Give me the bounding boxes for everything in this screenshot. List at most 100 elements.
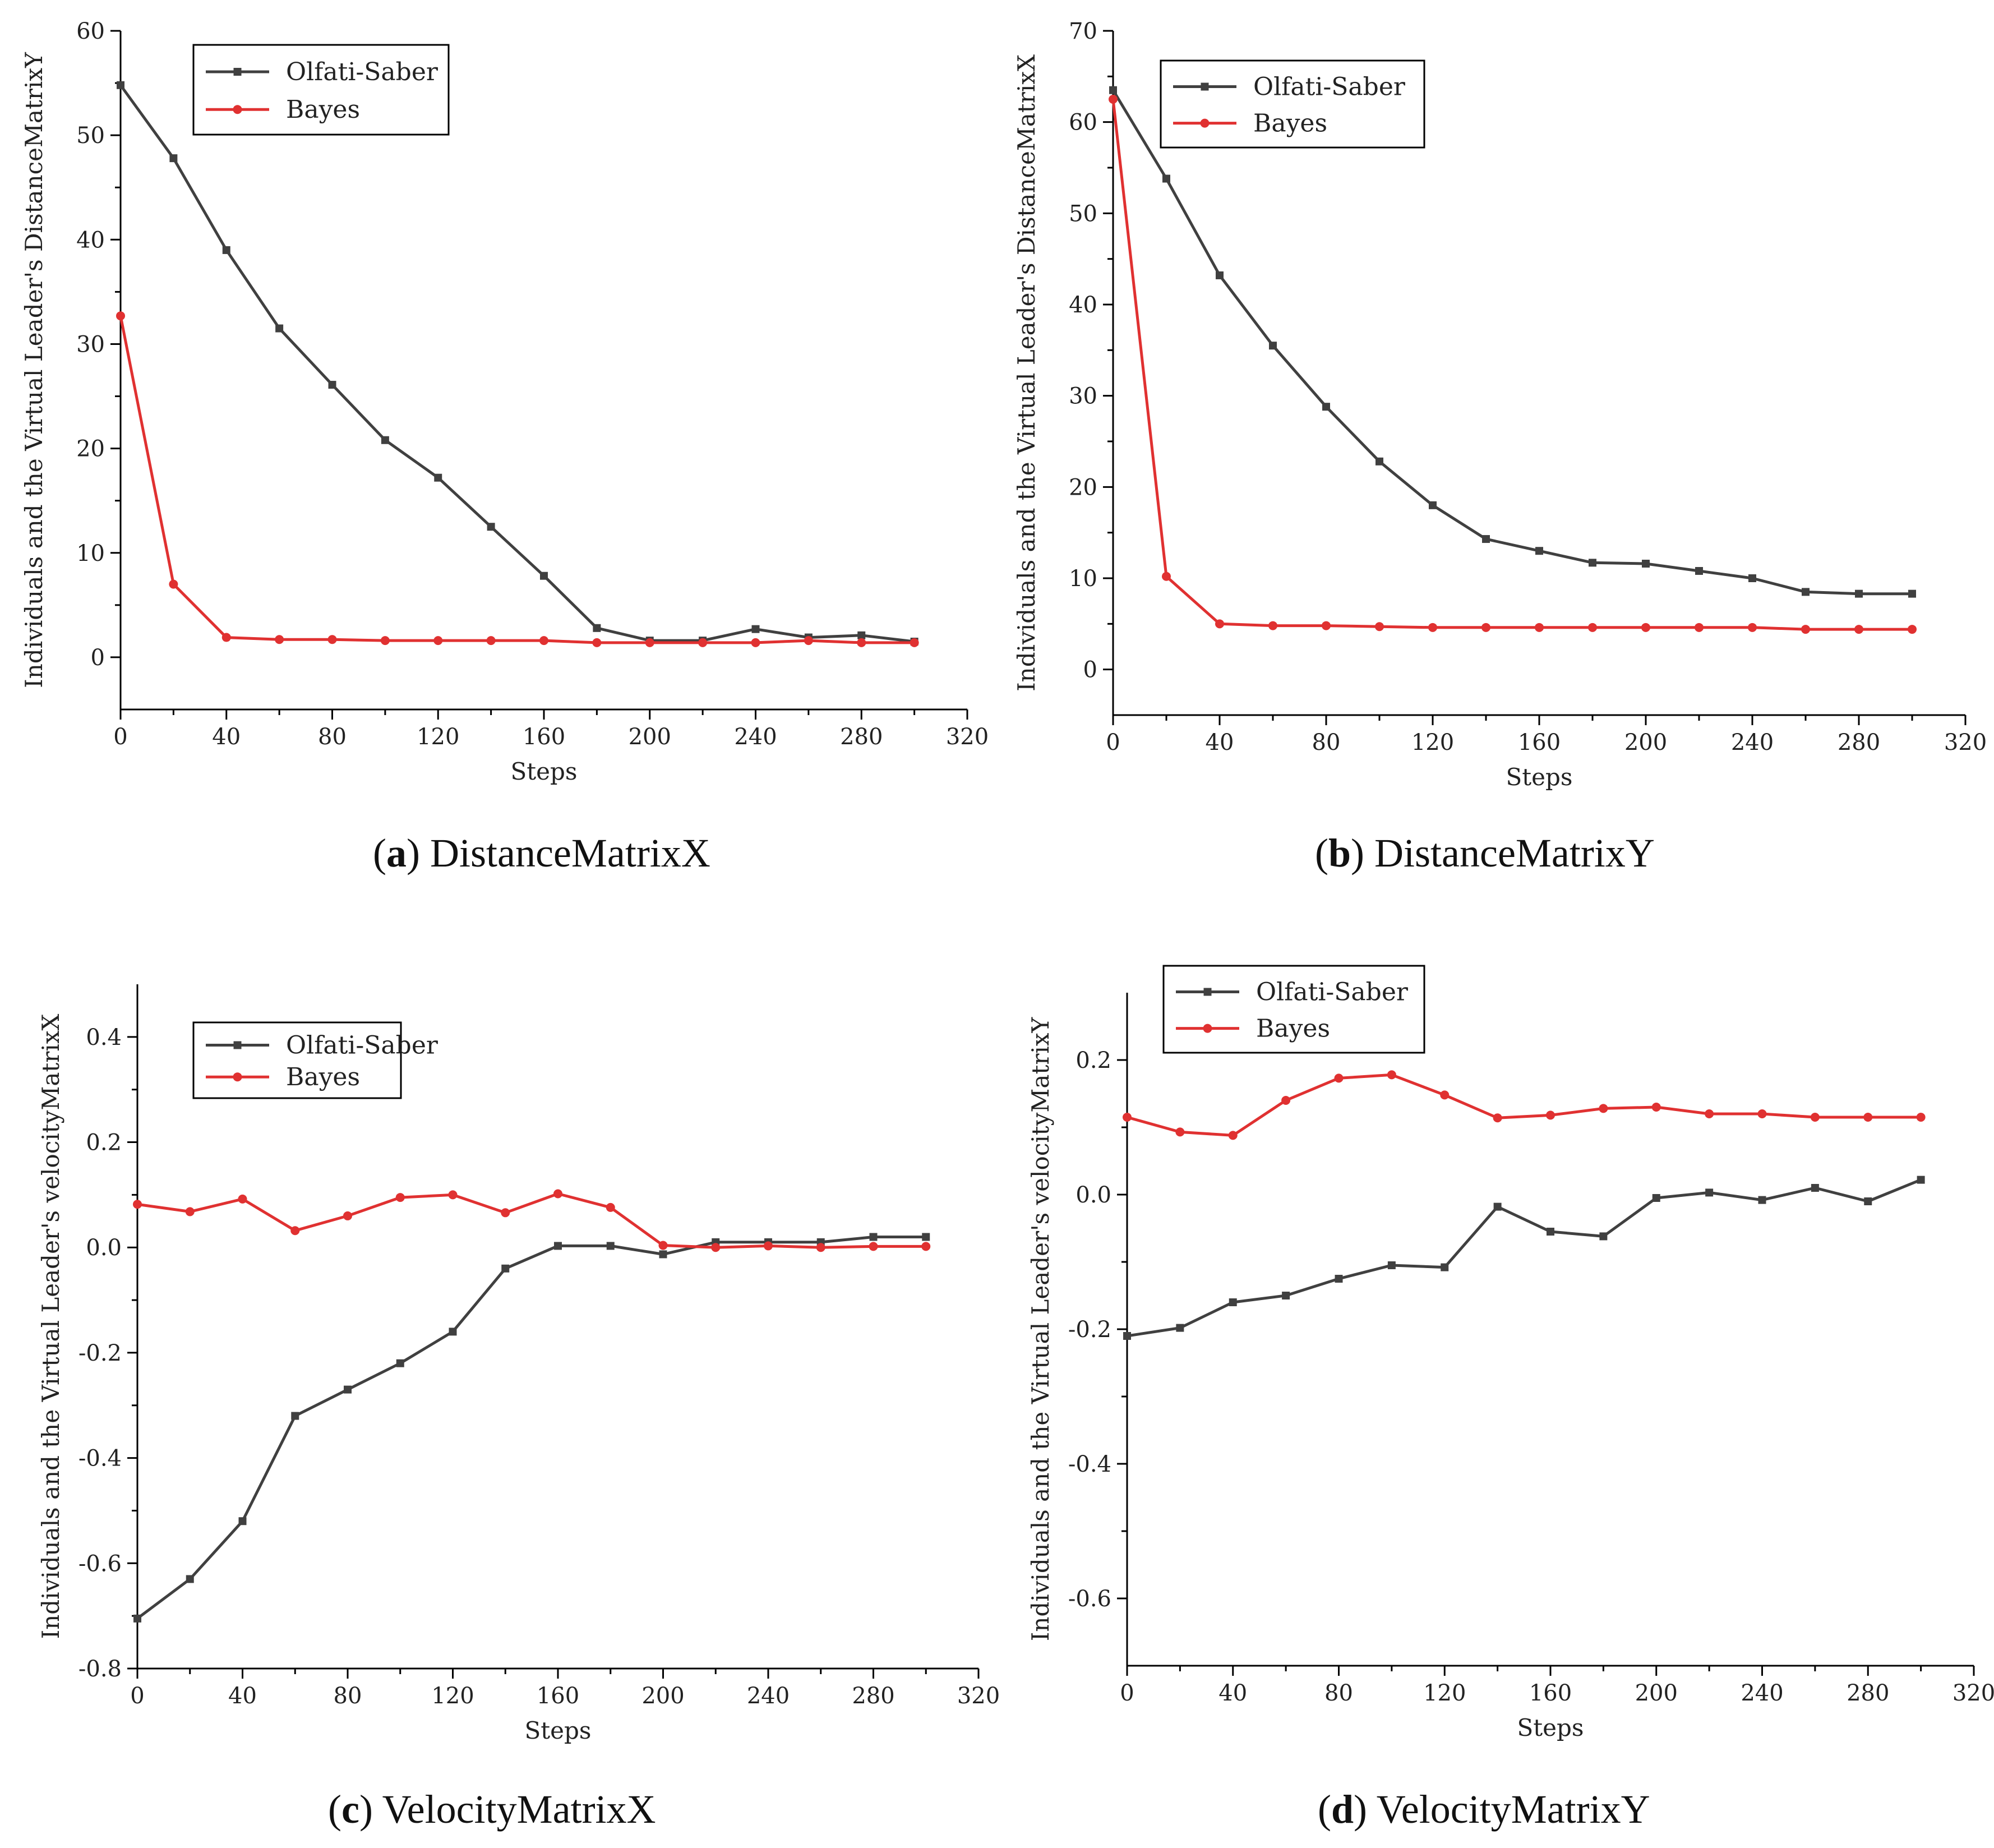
- y-tick-label: -0.6: [79, 1551, 122, 1577]
- legend: Olfati-Saber Bayes: [1160, 59, 1425, 149]
- y-tick-label: -0.6: [1068, 1586, 1111, 1612]
- y-tick-label: 60: [76, 19, 105, 44]
- data-point: [487, 523, 495, 531]
- data-point: [1387, 1261, 1396, 1269]
- y-tick-label: 50: [76, 123, 105, 149]
- x-tick-label: 120: [1411, 730, 1454, 755]
- x-tick-label: 280: [840, 724, 883, 750]
- legend-swatch-marker: [1203, 1024, 1212, 1033]
- series-line: [119, 315, 915, 644]
- data-point: [1322, 621, 1331, 630]
- data-point: [1547, 1228, 1554, 1236]
- legend: Olfati-Saber Bayes: [192, 1021, 439, 1099]
- x-tick-label: 200: [641, 1683, 684, 1709]
- x-tick-label: 80: [1312, 730, 1341, 755]
- caption-letter: a: [386, 831, 407, 875]
- data-point: [540, 572, 548, 580]
- x-tick-label: 40: [1206, 730, 1234, 755]
- data-point: [1641, 623, 1650, 632]
- data-point: [1162, 572, 1171, 581]
- x-axis-title: Steps: [1506, 763, 1573, 791]
- data-point: [1481, 623, 1490, 632]
- caption-title: DistanceMatrixX: [430, 831, 710, 875]
- series-olfati-saber: [117, 81, 918, 646]
- chart-panel-d: 0 40 80 120 160 200 240 280 320 -0.6 -0.4 -0.2 0.0 0.…: [1027, 965, 1994, 1832]
- legend-swatch-marker: [233, 105, 242, 114]
- data-point: [1748, 574, 1756, 582]
- data-point: [921, 1242, 931, 1251]
- data-point: [1863, 1113, 1873, 1122]
- data-point: [486, 636, 496, 646]
- y-tick-label: 40: [76, 227, 105, 253]
- y-tick-label: -0.8: [79, 1656, 122, 1682]
- data-point: [910, 638, 919, 647]
- data-point: [1695, 623, 1704, 632]
- data-point: [857, 638, 866, 647]
- data-point: [764, 1241, 773, 1251]
- x-tick-label: 200: [1624, 730, 1667, 755]
- data-point: [1282, 1292, 1290, 1299]
- series-line: [1111, 99, 1912, 631]
- legend-swatch-marker: [233, 68, 242, 76]
- data-point: [1440, 1090, 1450, 1100]
- data-point: [869, 1233, 878, 1241]
- y-tick-label: 60: [1069, 110, 1097, 136]
- data-point: [1535, 547, 1543, 555]
- y-tick-label: 10: [76, 541, 105, 566]
- data-point: [698, 638, 708, 647]
- data-point: [804, 636, 813, 646]
- series-line: [136, 1236, 926, 1620]
- x-tick-label: 240: [1731, 730, 1774, 755]
- x-axis-title: Steps: [525, 1717, 592, 1744]
- data-point: [221, 633, 231, 642]
- legend-label: Olfati-Saber: [286, 58, 439, 86]
- series-line: [119, 84, 915, 643]
- data-point: [554, 1242, 562, 1250]
- data-point: [1695, 566, 1703, 575]
- x-tick-label: 120: [1423, 1680, 1466, 1706]
- y-tick-label: -0.2: [1068, 1317, 1111, 1343]
- y-tick-label: 0.0: [1076, 1182, 1111, 1208]
- caption-title: VelocityMatrixX: [382, 1787, 656, 1832]
- y-tick-label: 30: [1069, 384, 1097, 409]
- x-tick-label: 280: [1847, 1680, 1889, 1706]
- series-olfati-saber: [1109, 86, 1916, 598]
- x-tick-label: 320: [1944, 730, 1987, 755]
- data-point: [1748, 623, 1757, 632]
- x-tick-label: 240: [747, 1683, 790, 1709]
- data-point: [1546, 1110, 1555, 1120]
- x-tick-label: 120: [431, 1683, 474, 1709]
- y-tick-label: 50: [1069, 201, 1097, 227]
- data-point: [222, 246, 230, 254]
- x-tick-label: 40: [1218, 1680, 1247, 1706]
- x-tick-label: 80: [318, 724, 347, 750]
- data-point: [1109, 95, 1118, 104]
- data-point: [501, 1208, 510, 1218]
- data-point: [1811, 1184, 1819, 1192]
- data-point: [922, 1233, 930, 1241]
- data-point: [1428, 623, 1437, 632]
- y-tick-label: -0.4: [79, 1446, 122, 1472]
- data-point: [433, 636, 443, 646]
- y-tick-label: 30: [76, 331, 105, 357]
- x-tick-label: 0: [1106, 730, 1120, 755]
- y-tick-label: -0.2: [79, 1340, 122, 1366]
- data-point: [501, 1264, 510, 1273]
- data-point: [1855, 589, 1863, 598]
- data-point: [117, 81, 124, 89]
- chart-panel-b: 0 40 80 120 160 200 240 280 320 0 10 20 30 40 50 60 70 St…: [1013, 19, 1987, 875]
- chart-panel-a: 0 40 80 120 160 200 240 280 320 0 10 20 30 40 50 60 Step…: [20, 19, 989, 875]
- data-point: [186, 1575, 194, 1583]
- data-point: [169, 154, 178, 163]
- data-point: [606, 1242, 615, 1250]
- data-point: [1441, 1263, 1449, 1271]
- data-point: [449, 1328, 457, 1336]
- x-tick-label: 160: [523, 724, 565, 750]
- data-point: [1109, 86, 1117, 94]
- data-point: [344, 1385, 352, 1394]
- y-axis-title: Individuals and the Virtual Leader's vel…: [37, 1014, 64, 1639]
- data-point: [1705, 1188, 1714, 1197]
- data-point: [1599, 1232, 1608, 1241]
- y-tick-label: 0.0: [86, 1235, 122, 1261]
- data-point: [1493, 1113, 1502, 1123]
